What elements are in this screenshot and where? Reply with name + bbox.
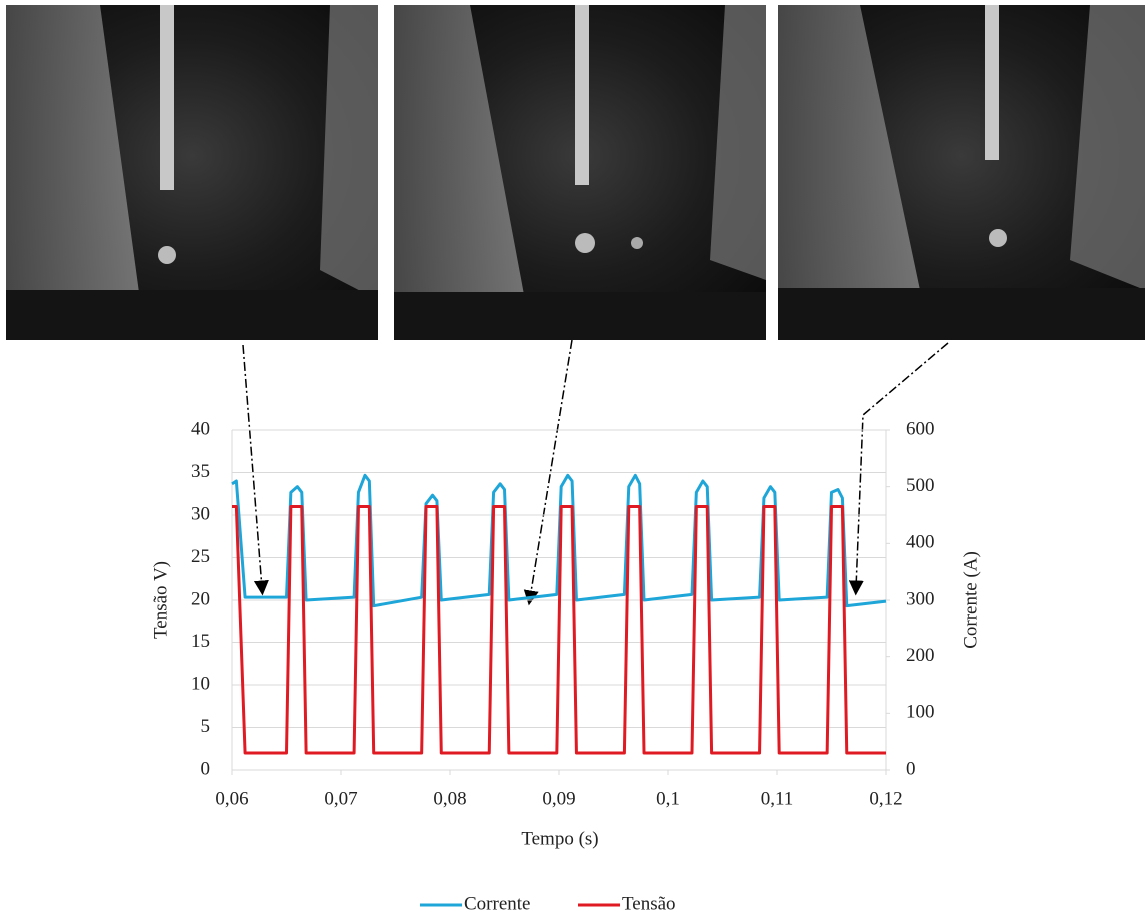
y-axis-title: Tensão V) — [150, 561, 171, 639]
legend-label: Corrente — [464, 893, 530, 914]
y2-tick-label: 300 — [906, 588, 935, 609]
photo — [394, 5, 766, 340]
y-tick-label: 5 — [201, 716, 211, 737]
photo — [778, 5, 1145, 340]
legend-label: Tensão — [622, 893, 676, 914]
arrow — [242, 339, 949, 606]
y-tick-label: 10 — [191, 673, 210, 694]
y-tick-label: 35 — [191, 461, 210, 482]
data-line — [232, 505, 886, 755]
y-tick-label: 40 — [191, 418, 210, 439]
y2-tick-label: 600 — [906, 418, 935, 439]
x-tick-label: 0,09 — [542, 788, 575, 809]
y-tick-label: 25 — [191, 546, 210, 567]
y-tick-label: 20 — [191, 588, 210, 609]
x-tick-label: 0,1 — [656, 788, 680, 809]
y2-tick-label: 0 — [906, 758, 916, 779]
x-tick-label: 0,12 — [869, 788, 902, 809]
y2-tick-label: 200 — [906, 645, 935, 666]
y-tick-label: 30 — [191, 503, 210, 524]
x-axis-title: Tempo (s) — [521, 828, 598, 849]
y-tick-label: 0 — [201, 758, 211, 779]
data-line — [231, 473, 887, 608]
y2-tick-label: 400 — [906, 532, 935, 553]
photo — [6, 5, 378, 340]
x-tick-label: 0,11 — [761, 788, 794, 809]
x-tick-label: 0,06 — [215, 788, 248, 809]
y-tick-label: 15 — [191, 631, 210, 652]
y2-tick-label: 100 — [906, 702, 935, 723]
x-tick-label: 0,07 — [324, 788, 357, 809]
y2-tick-label: 500 — [906, 475, 935, 496]
x-tick-label: 0,08 — [433, 788, 466, 809]
y2-axis-title: Corrente (A) — [960, 551, 981, 649]
